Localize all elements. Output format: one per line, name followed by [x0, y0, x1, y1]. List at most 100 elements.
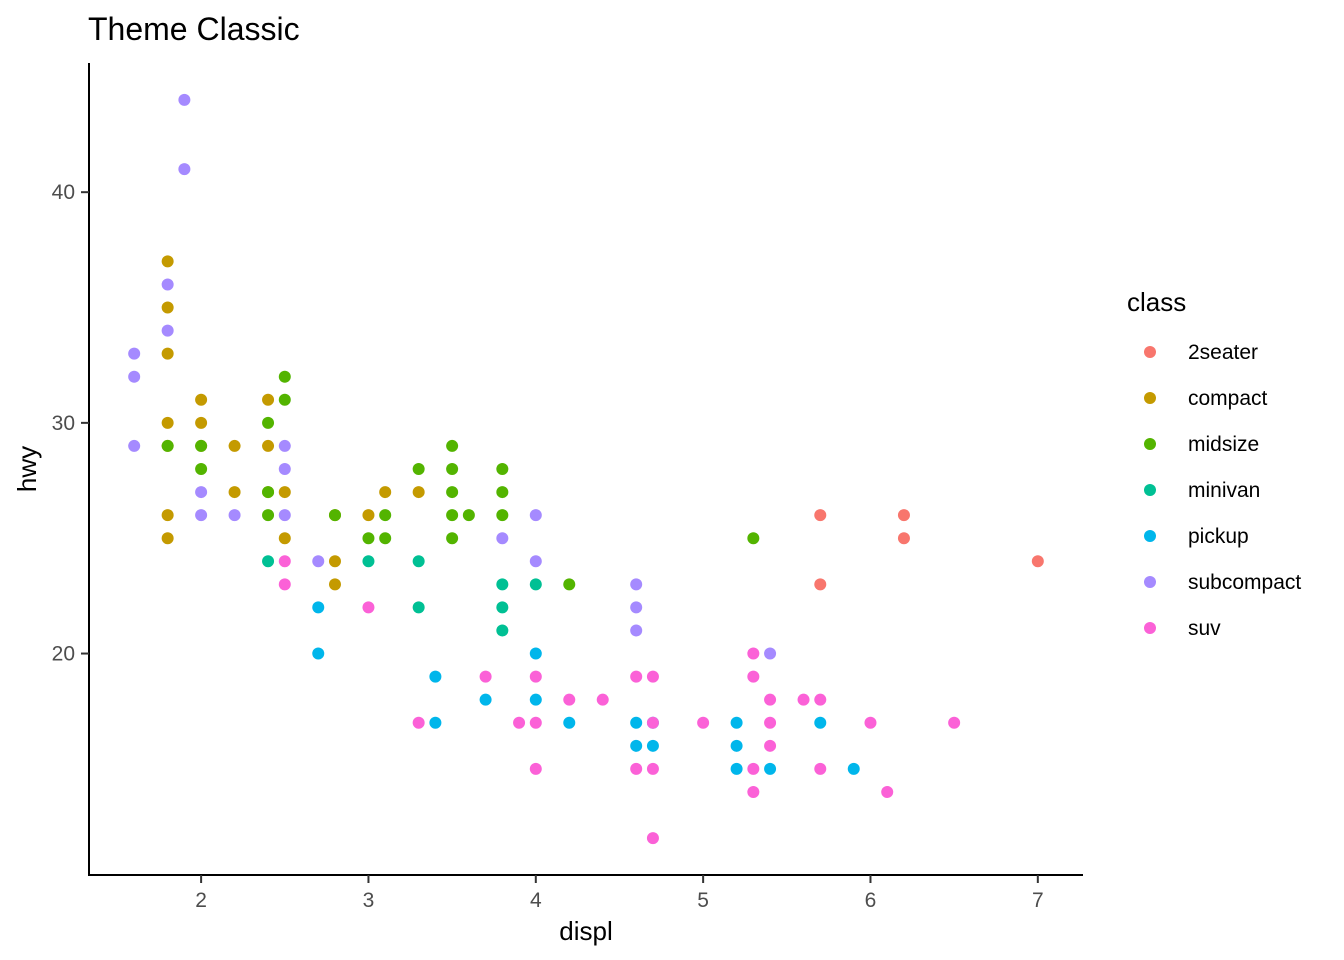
data-point [195, 463, 208, 475]
legend-key [1144, 438, 1156, 450]
data-point [630, 762, 643, 775]
data-point [262, 439, 275, 452]
data-point [563, 716, 576, 729]
data-point [178, 163, 191, 176]
legend-key [1144, 392, 1156, 404]
data-point [479, 693, 492, 706]
data-point [429, 670, 442, 683]
x-tick-label: 2 [195, 889, 207, 912]
data-point [730, 762, 743, 775]
legend: class 2seater compact midsize minivan pickup… [1127, 287, 1301, 640]
x-tick-label: 3 [363, 889, 375, 912]
y-tick-label: 30 [52, 412, 75, 435]
x-axis-title: displ [559, 916, 612, 946]
data-point [379, 509, 392, 522]
data-point [278, 509, 291, 522]
legend-label: midsize [1188, 433, 1259, 456]
legend-key [1144, 346, 1156, 358]
data-point [529, 578, 542, 591]
data-point [646, 670, 659, 683]
x-tick-label: 7 [1032, 889, 1044, 912]
data-point [462, 509, 475, 522]
data-point [278, 532, 291, 545]
legend-label: suv [1188, 617, 1221, 640]
legend-title: class [1127, 287, 1186, 317]
legend-label: subcompact [1188, 571, 1301, 594]
data-point [563, 578, 576, 591]
data-point [797, 693, 810, 706]
data-point [278, 463, 291, 475]
data-point [697, 716, 710, 729]
data-point [496, 624, 509, 637]
data-point [881, 785, 894, 798]
data-point [195, 439, 208, 452]
data-point [747, 762, 760, 775]
data-point [814, 578, 827, 591]
x-tick-label: 6 [865, 889, 877, 912]
data-point [379, 486, 392, 499]
data-point [446, 439, 459, 452]
data-point [1031, 555, 1044, 568]
data-point [161, 416, 174, 429]
data-point [195, 416, 208, 429]
data-point [278, 555, 291, 568]
data-point [278, 439, 291, 452]
data-point [446, 532, 459, 545]
x-axis-ticks: 2 3 4 5 6 7 [195, 875, 1044, 912]
data-point [262, 509, 275, 522]
data-point [897, 532, 910, 545]
data-point [529, 716, 542, 729]
data-point [412, 716, 425, 729]
legend-label: 2seater [1188, 341, 1258, 364]
data-point [312, 601, 325, 614]
data-point [747, 647, 760, 660]
data-point [328, 578, 341, 591]
data-point [764, 762, 777, 775]
data-point [161, 439, 174, 452]
data-point [278, 370, 291, 383]
data-point [312, 555, 325, 568]
legend-key [1144, 484, 1156, 496]
legend-label: pickup [1188, 525, 1249, 548]
data-point [328, 555, 341, 568]
data-point [446, 463, 459, 475]
data-point [412, 486, 425, 499]
data-point [128, 439, 141, 452]
data-point [747, 670, 760, 683]
data-point [228, 439, 241, 452]
data-point [764, 647, 777, 660]
data-point [730, 739, 743, 752]
data-point [864, 716, 877, 729]
data-point [128, 370, 141, 383]
y-tick-label: 20 [52, 643, 75, 666]
data-point [496, 463, 509, 475]
data-point [630, 670, 643, 683]
data-point [479, 670, 492, 683]
data-point [646, 832, 659, 845]
data-point [764, 693, 777, 706]
data-point [646, 716, 659, 729]
plot-area [128, 93, 1044, 845]
data-point [747, 785, 760, 798]
y-tick-label: 40 [52, 181, 75, 204]
data-point [228, 509, 241, 522]
data-point [764, 716, 777, 729]
data-point [646, 762, 659, 775]
data-point [228, 486, 241, 499]
data-point [630, 601, 643, 614]
legend-label: minivan [1188, 479, 1260, 502]
data-point [529, 693, 542, 706]
data-point [278, 486, 291, 499]
legend-key [1144, 576, 1156, 588]
data-point [262, 555, 275, 568]
x-tick-label: 5 [697, 889, 709, 912]
data-point [529, 762, 542, 775]
data-point [847, 762, 860, 775]
data-point [362, 532, 375, 545]
y-axis-ticks: 20 30 40 [52, 181, 89, 666]
data-point [513, 716, 526, 729]
legend-key [1144, 622, 1156, 634]
data-point [897, 509, 910, 522]
data-point [312, 647, 325, 660]
